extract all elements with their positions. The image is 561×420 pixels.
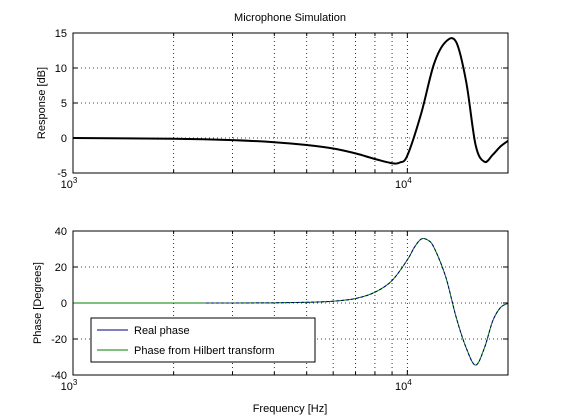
- response-series-line-0: [72, 37, 509, 165]
- phase-axes-frame: [72, 230, 509, 376]
- phase-x-axis-label: Frequency [Hz]: [253, 403, 328, 415]
- phase-y-tick-label: -20: [51, 334, 67, 346]
- legend-label-hilbert-phase: Phase from Hilbert transform: [134, 345, 275, 357]
- phase-y-tick-label: 40: [55, 226, 67, 238]
- response-y-tick-label: -5: [57, 168, 67, 180]
- response-axes-frame: [72, 32, 509, 174]
- chart-title: Microphone Simulation: [234, 12, 346, 24]
- response-y-tick-label: 0: [61, 133, 67, 145]
- phase-series-line-0: [206, 238, 509, 366]
- phase-x-tick-label: 104: [395, 378, 412, 393]
- response-plot-area: [72, 32, 509, 174]
- phase-y-axis-label: Phase [Degrees]: [32, 262, 44, 344]
- response-y-tick-label: 15: [55, 28, 67, 40]
- phase-series: [73, 238, 509, 366]
- phase-y-tick-label: 20: [55, 262, 67, 274]
- phase-y-tick-label: -40: [51, 370, 67, 382]
- legend-box: [90, 317, 316, 363]
- legend: Real phase Phase from Hilbert transform: [90, 317, 316, 363]
- response-axes: -5 0 5 10 15 103 104 Microphone Simulation Res…: [36, 12, 509, 191]
- response-x-tick-label: 103: [61, 176, 78, 191]
- phase-axes: -40 -20 0 20 40 103 104 Frequency [Hz] Phase […: [32, 226, 509, 415]
- response-y-tick-label: 10: [55, 63, 67, 75]
- response-y-tick-label: 5: [61, 98, 67, 110]
- phase-y-tick-label: 0: [61, 298, 67, 310]
- phase-ticks: -40 -20 0 20 40 103 104: [51, 226, 508, 393]
- response-y-axis-label: Response [dB]: [36, 67, 48, 139]
- response-series: [72, 37, 509, 165]
- response-x-tick-label: 104: [395, 176, 412, 191]
- legend-label-real-phase: Real phase: [134, 325, 190, 337]
- phase-x-tick-label: 103: [61, 378, 78, 393]
